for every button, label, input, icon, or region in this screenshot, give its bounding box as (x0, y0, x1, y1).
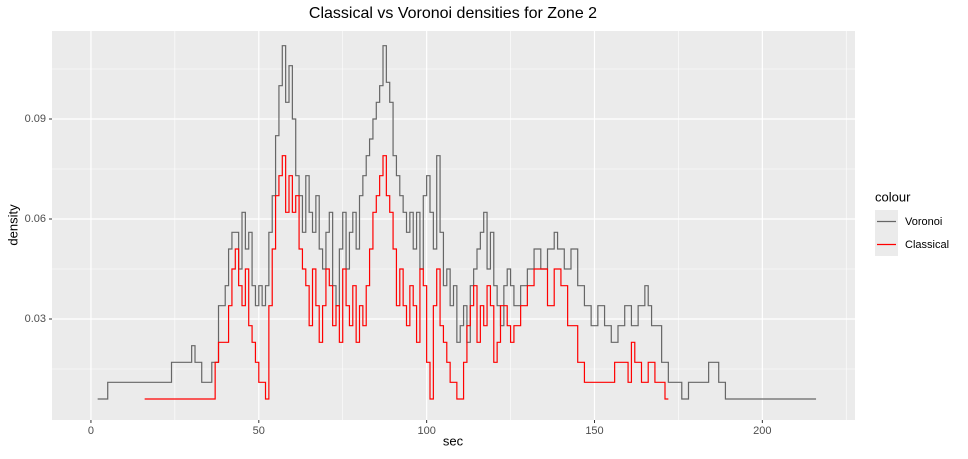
legend-label: Classical (905, 239, 949, 251)
x-tick-label: 50 (253, 425, 265, 437)
x-tick-label: 100 (417, 425, 435, 437)
x-tick-label: 150 (585, 425, 603, 437)
x-axis-label: sec (443, 433, 464, 448)
step-line (97, 45, 817, 400)
x-tick-label: 200 (753, 425, 771, 437)
x-tick-label: 0 (88, 425, 94, 437)
legend-label: Voronoi (905, 216, 942, 228)
y-tick-label: 0.06 (25, 213, 46, 225)
plot-panel (52, 31, 855, 420)
y-axis-label: density (5, 204, 20, 246)
y-tick-label: 0.03 (25, 313, 46, 325)
y-tick-label: 0.09 (25, 113, 46, 125)
chart-title: Classical vs Voronoi densities for Zone … (309, 5, 597, 22)
legend-title: colour (875, 189, 911, 204)
step-line (144, 155, 669, 400)
